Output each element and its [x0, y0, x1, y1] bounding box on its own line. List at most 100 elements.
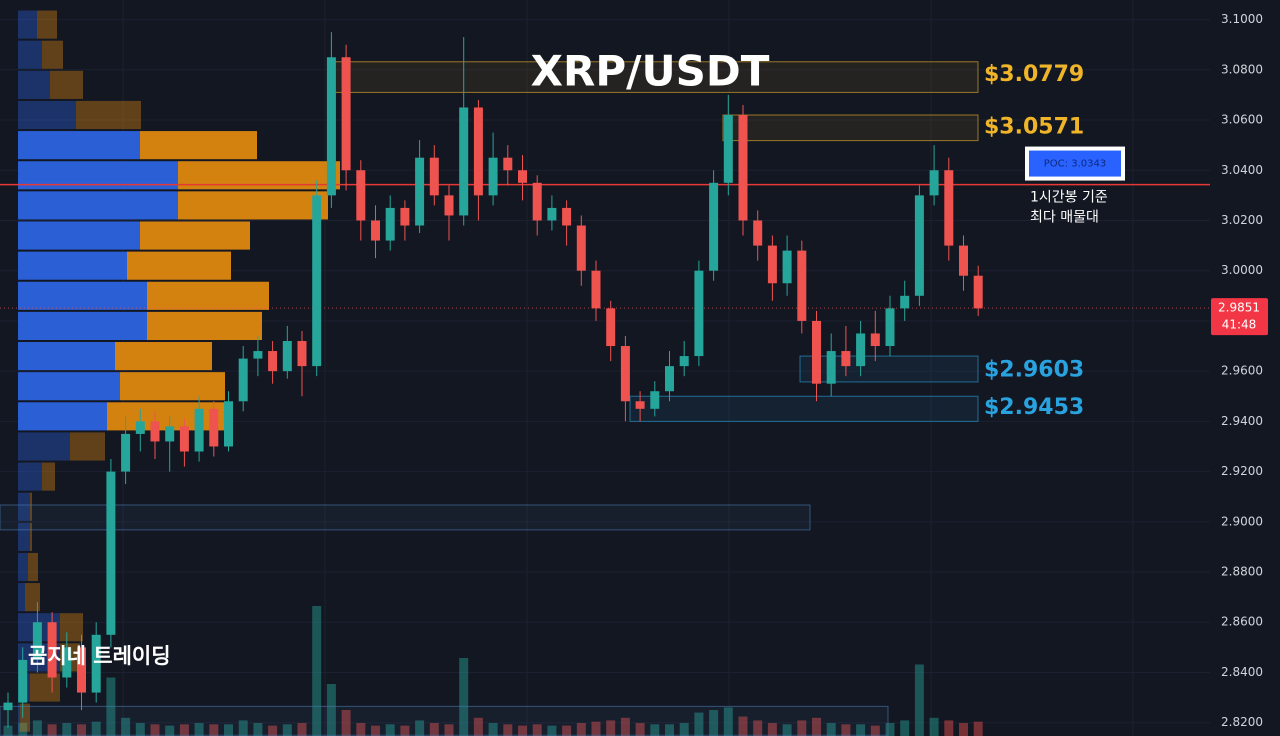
candle-body — [444, 195, 454, 216]
candle-body — [856, 333, 866, 367]
candle-body — [135, 421, 145, 434]
candle-body — [106, 471, 116, 635]
candle-body — [547, 207, 557, 221]
volume-bar — [400, 725, 410, 736]
profile-sell — [115, 342, 212, 371]
volume-bar — [488, 723, 498, 736]
volume-bar — [91, 721, 101, 736]
volume-bar — [826, 723, 836, 736]
profile-buy — [18, 70, 50, 99]
poc-note: 1시간봉 기준 — [1030, 190, 1108, 206]
volume-bar — [606, 720, 616, 736]
volume-bar — [356, 723, 366, 736]
candle-body — [738, 115, 748, 221]
price-tag — [1211, 298, 1268, 336]
price-tag-countdown: 41:48 — [1222, 318, 1257, 332]
profile-sell — [30, 492, 32, 521]
volume-bar — [473, 717, 483, 736]
profile-sell — [76, 100, 141, 130]
y-tick-label: 2.8400 — [1221, 665, 1263, 679]
candle-body — [606, 308, 616, 347]
candle-body — [973, 275, 983, 309]
volume-bar — [914, 664, 924, 736]
candle-body — [47, 622, 57, 678]
volume-bar — [973, 721, 983, 736]
volume-bar — [194, 723, 204, 736]
volume-bar — [650, 724, 660, 736]
candle-body — [429, 157, 439, 196]
watermark: 곰지네 트레이딩 — [28, 644, 171, 668]
profile-buy — [18, 703, 20, 732]
candle-body — [518, 170, 527, 183]
poc-note: 최다 매물대 — [1030, 210, 1099, 226]
y-tick-label: 3.0000 — [1221, 263, 1263, 277]
volume-bar — [371, 725, 380, 736]
candle-body — [885, 308, 895, 347]
volume-bar — [841, 724, 851, 736]
volume-bar — [782, 724, 792, 736]
volume-bar — [562, 725, 572, 736]
profile-buy — [18, 40, 42, 69]
profile-buy — [18, 221, 140, 250]
profile-sell — [42, 40, 63, 69]
y-tick-label: 2.8800 — [1221, 565, 1263, 579]
candle-body — [694, 270, 704, 357]
volume-bar — [620, 717, 630, 736]
y-tick-label: 2.8600 — [1221, 615, 1263, 629]
y-tick-label: 3.0400 — [1221, 163, 1263, 177]
volume-bar — [179, 724, 189, 736]
y-tick-label: 2.9600 — [1221, 364, 1263, 378]
candle-body — [473, 107, 483, 196]
candle-body — [914, 195, 924, 296]
profile-buy — [18, 552, 28, 582]
candle-body — [503, 157, 513, 171]
volume-bar — [503, 724, 513, 736]
volume-bar — [885, 723, 895, 736]
profile-buy — [18, 492, 30, 521]
candle-body — [782, 250, 792, 284]
candle-body — [723, 115, 733, 183]
volume-bar — [665, 724, 674, 736]
volume-bar — [870, 725, 880, 736]
chart-title: XRP/USDT — [531, 47, 770, 96]
profile-buy — [18, 281, 147, 310]
candle-body — [18, 659, 28, 703]
candle-body — [870, 333, 880, 347]
profile-sell — [120, 372, 225, 401]
volume-bar — [18, 723, 28, 736]
zone — [334, 61, 979, 93]
profile-sell — [127, 251, 231, 280]
zone — [0, 504, 811, 531]
volume-bar — [268, 725, 278, 736]
volume-bar — [32, 720, 42, 736]
profile-buy — [18, 311, 147, 341]
candle-body — [944, 170, 954, 246]
profile-sell — [140, 131, 257, 160]
candle-body — [900, 295, 910, 309]
candle-body — [77, 647, 86, 693]
zone-label: $2.9603 — [984, 357, 1084, 382]
candle-body — [326, 57, 336, 196]
y-tick-label: 3.1000 — [1221, 12, 1263, 26]
volume-bar — [3, 725, 13, 736]
candle-body — [767, 245, 777, 284]
zone — [0, 705, 889, 736]
volume-bar — [77, 724, 86, 736]
profile-buy — [18, 372, 120, 401]
volume-bar — [297, 723, 307, 736]
zone — [629, 395, 979, 422]
volume-bar — [150, 724, 160, 736]
volume-bar — [635, 723, 645, 736]
volume-bar — [532, 724, 542, 736]
volume-bar — [959, 723, 968, 736]
candle-body — [312, 195, 322, 367]
candle-body — [591, 270, 601, 309]
candle-body — [282, 341, 292, 372]
candle-body — [150, 421, 160, 442]
volume-bar — [723, 707, 733, 736]
candle-body — [297, 341, 307, 367]
candle-body — [121, 433, 131, 472]
candle-body — [238, 358, 248, 402]
y-tick-label: 3.0600 — [1221, 113, 1263, 127]
